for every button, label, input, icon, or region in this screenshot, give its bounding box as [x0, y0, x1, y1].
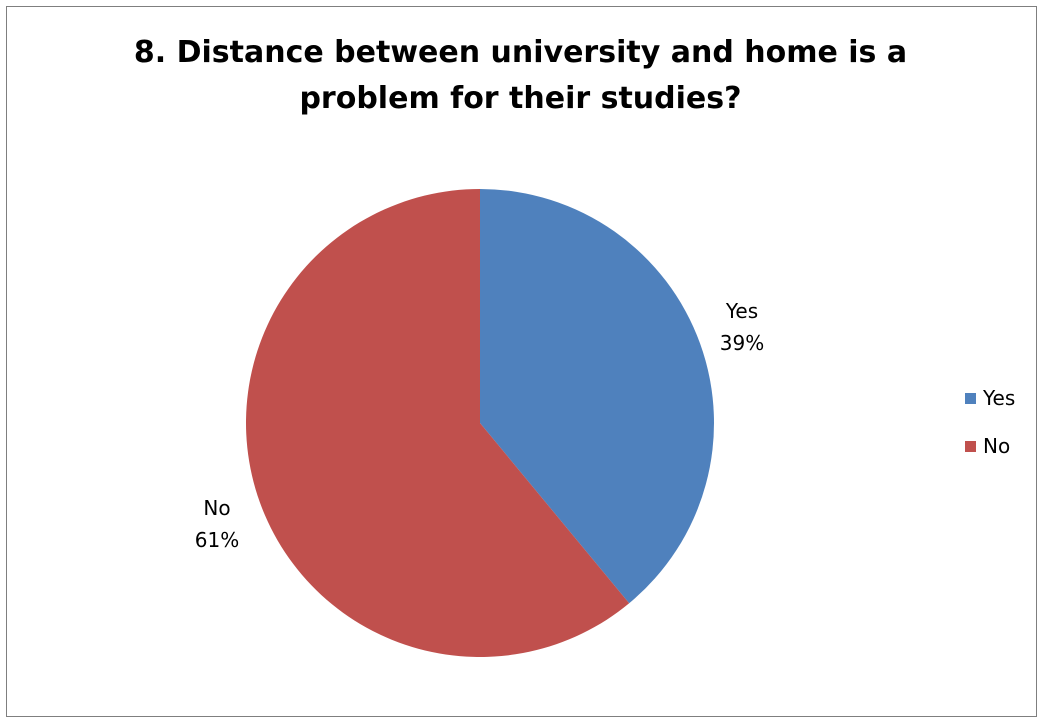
- data-label-category-yes: Yes: [725, 299, 758, 323]
- legend-swatch-no: [965, 440, 976, 452]
- chart-title: 8. Distance between university and home …: [0, 30, 1041, 122]
- chart-title-line-2: problem for their studies?: [299, 81, 742, 116]
- legend-item-no: No: [965, 431, 1015, 461]
- legend-swatch-yes: [965, 392, 976, 404]
- data-label-percent-no: 61%: [195, 528, 239, 552]
- pie-slice-no: [246, 189, 630, 657]
- legend-label-yes: Yes: [983, 386, 1016, 410]
- chart-title-line-1: 8. Distance between university and home …: [133, 35, 908, 70]
- data-label-category-no: No: [203, 496, 230, 520]
- legend-label-no: No: [983, 434, 1011, 458]
- chart-legend: Yes No: [965, 383, 1015, 479]
- pie-slice-yes: [480, 189, 715, 604]
- data-label-percent-yes: 39%: [720, 331, 764, 355]
- legend-item-yes: Yes: [965, 383, 1015, 413]
